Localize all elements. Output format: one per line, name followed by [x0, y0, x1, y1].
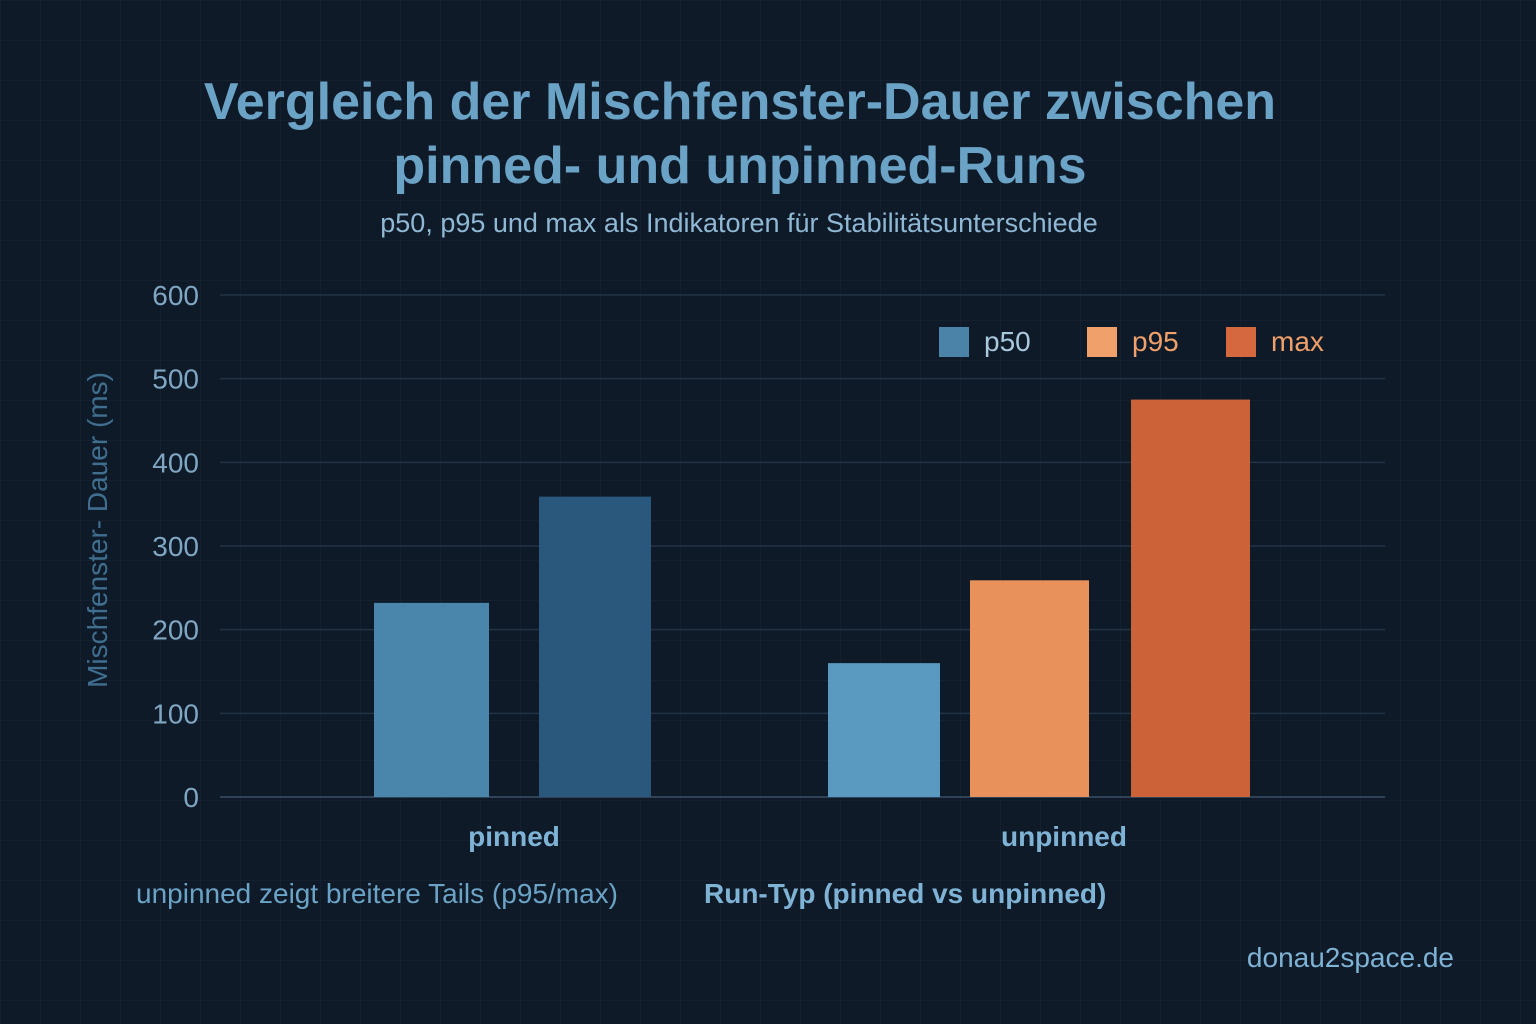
- brand-watermark: donau2space.de: [1246, 942, 1454, 973]
- y-tick-label-300: 300: [152, 531, 199, 562]
- y-tick-label-100: 100: [152, 698, 199, 729]
- y-tick-label-500: 500: [152, 364, 199, 395]
- bar-pinned-max: [539, 496, 651, 797]
- bar-unpinned-p50: [828, 663, 940, 797]
- legend-label-p50: p50: [984, 326, 1031, 357]
- y-tick-label-0: 0: [183, 782, 199, 813]
- chart-footnote: unpinned zeigt breitere Tails (p95/max): [136, 878, 618, 909]
- y-tick-label-200: 200: [152, 615, 199, 646]
- chart-title-line-1: Vergleich der Mischfenster-Dauer zwische…: [203, 73, 1277, 131]
- y-tick-label-600: 600: [152, 280, 199, 311]
- y-tick-label-400: 400: [152, 447, 199, 478]
- legend-label-max: max: [1271, 326, 1324, 357]
- legend-swatch-p50: [939, 327, 969, 357]
- legend-label-p95: p95: [1132, 326, 1179, 357]
- legend-swatch-p95: [1087, 327, 1117, 357]
- x-tick-label-pinned: pinned: [468, 821, 560, 852]
- chart-subtitle: p50, p95 und max als Indikatoren für Sta…: [380, 208, 1098, 238]
- x-tick-label-unpinned: unpinned: [1001, 821, 1127, 852]
- bar-unpinned-p95: [970, 580, 1089, 797]
- legend-swatch-max: [1226, 327, 1256, 357]
- bar-pinned-p50: [374, 602, 489, 797]
- chart-title: Vergleich der Mischfenster-Dauer zwische…: [0, 70, 1480, 198]
- x-axis-label: Run-Typ (pinned vs unpinned): [704, 878, 1107, 909]
- chart-title-line-2: pinned- und unpinned-Runs: [393, 137, 1087, 195]
- bar-unpinned-max: [1131, 399, 1250, 797]
